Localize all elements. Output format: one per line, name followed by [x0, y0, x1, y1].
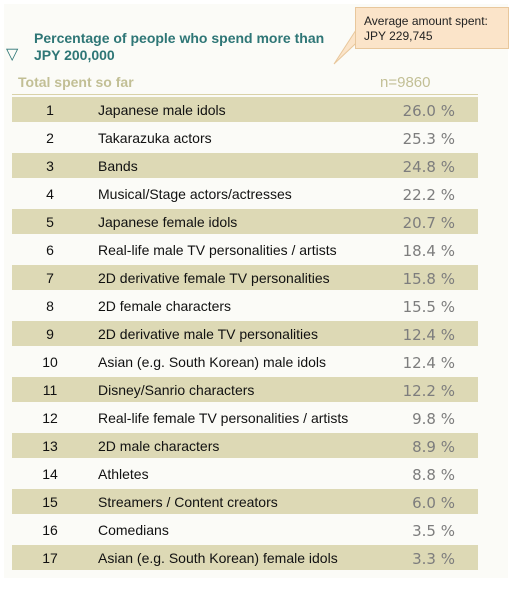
table-row: 10 Asian (e.g. South Korean) male idols 12… [12, 349, 478, 374]
row-background [12, 97, 478, 122]
rank-label: 11 [43, 382, 58, 398]
row-background [12, 209, 478, 234]
table-row: 4 Musical/Stage actors/actresses 22.2 % [12, 181, 478, 206]
table-row: 16 Comedians 3.5 % [12, 517, 478, 542]
category-label: Japanese male idols [98, 102, 226, 118]
category-label: Musical/Stage actors/actresses [98, 186, 292, 202]
category-label: Streamers / Content creators [98, 494, 278, 510]
row-background [12, 265, 478, 290]
rank-label: 2 [46, 130, 54, 146]
category-label: Bands [98, 158, 138, 174]
total-sample-size: n=9860 [380, 74, 431, 91]
row-background [12, 545, 478, 570]
category-label: Comedians [98, 522, 169, 538]
rank-label: 9 [46, 326, 54, 342]
value-label: 9.8 % [412, 410, 455, 428]
row-background [12, 489, 478, 514]
value-label: 26.0 % [403, 102, 455, 120]
row-background [12, 125, 478, 150]
value-label: 8.9 % [412, 438, 455, 456]
table-row: 12 Real-life female TV personalities / ar… [12, 405, 478, 430]
rank-label: 4 [46, 186, 54, 202]
rank-label: 14 [42, 466, 58, 482]
category-label: Athletes [98, 466, 149, 482]
rank-label: 16 [42, 522, 58, 538]
table-row: 3 Bands 24.8 % [12, 153, 478, 178]
row-background [12, 181, 478, 206]
triangle-down-icon: ▽ [6, 46, 19, 63]
table-row: 15 Streamers / Content creators 6.0 % [12, 489, 478, 514]
total-label: Total spent so far [18, 74, 134, 90]
value-label: 6.0 % [412, 494, 455, 512]
chart-title: Percentage of people who spend more than… [34, 30, 325, 63]
table-row: 17 Asian (e.g. South Korean) female idols… [12, 545, 478, 570]
row-background [12, 461, 478, 486]
category-label: 2D male characters [98, 438, 219, 454]
table-row: 7 2D derivative female TV personalities 15… [12, 265, 478, 290]
category-label: Asian (e.g. South Korean) female idols [98, 550, 338, 566]
table-row: 11 Disney/Sanrio characters 12.2 % [12, 377, 478, 402]
rank-label: 6 [46, 242, 54, 258]
rank-label: 8 [46, 298, 54, 314]
value-label: 12.4 % [403, 354, 455, 372]
row-background [12, 517, 478, 542]
table-row: 5 Japanese female idols 20.7 % [12, 209, 478, 234]
table-row: 6 Real-life male TV personalities / artis… [12, 237, 478, 262]
value-label: 12.4 % [403, 326, 455, 344]
rank-label: 7 [46, 270, 54, 286]
table-row: 1 Japanese male idols 26.0 % [12, 97, 478, 122]
category-label: Japanese female idols [98, 214, 237, 230]
rank-label: 15 [42, 494, 58, 510]
rank-label: 12 [42, 410, 58, 426]
value-label: 3.5 % [412, 522, 455, 540]
table-row: 13 2D male characters 8.9 % [12, 433, 478, 458]
row-background [12, 349, 478, 374]
table-row: 9 2D derivative male TV personalities 12.4… [12, 321, 478, 346]
table-row: 14 Athletes 8.8 % [12, 461, 478, 486]
category-label: Disney/Sanrio characters [98, 382, 254, 398]
rank-label: 5 [46, 214, 54, 230]
average-amount-callout: Average amount spent: JPY 229,745 [355, 7, 509, 49]
value-label: 12.2 % [403, 382, 455, 400]
row-background [12, 321, 478, 346]
value-label: 20.7 % [403, 214, 455, 232]
value-label: 22.2 % [403, 186, 455, 204]
category-label: Real-life male TV personalities / artist… [98, 242, 337, 258]
value-label: 25.3 % [403, 130, 455, 148]
category-label: Real-life female TV personalities / arti… [98, 410, 348, 426]
row-background [12, 405, 478, 430]
row-background [12, 377, 478, 402]
rank-label: 13 [42, 438, 58, 454]
rank-label: 10 [42, 354, 58, 370]
category-label: Takarazuka actors [98, 130, 212, 146]
value-label: 15.5 % [403, 298, 455, 316]
table-row: 8 2D female characters 15.5 % [12, 293, 478, 318]
rank-label: 3 [46, 158, 54, 174]
table-row: 2 Takarazuka actors 25.3 % [12, 125, 478, 150]
category-label: 2D derivative female TV personalities [98, 270, 330, 286]
total-row: Total spent so far n=9860 [12, 70, 478, 95]
callout-line-1: Average amount spent: [364, 14, 488, 28]
category-label: 2D female characters [98, 298, 231, 314]
value-label: 15.8 % [403, 270, 455, 288]
row-background [12, 433, 478, 458]
category-label: 2D derivative male TV personalities [98, 326, 318, 342]
rank-label: 1 [46, 102, 54, 118]
row-background [12, 293, 478, 318]
row-background [12, 153, 478, 178]
value-label: 24.8 % [403, 158, 455, 176]
row-background [12, 237, 478, 262]
value-label: 3.3 % [412, 550, 455, 568]
rank-label: 17 [42, 550, 58, 566]
value-label: 18.4 % [403, 242, 455, 260]
value-label: 8.8 % [412, 466, 455, 484]
category-label: Asian (e.g. South Korean) male idols [98, 354, 326, 370]
callout-line-2: JPY 229,745 [364, 29, 433, 43]
